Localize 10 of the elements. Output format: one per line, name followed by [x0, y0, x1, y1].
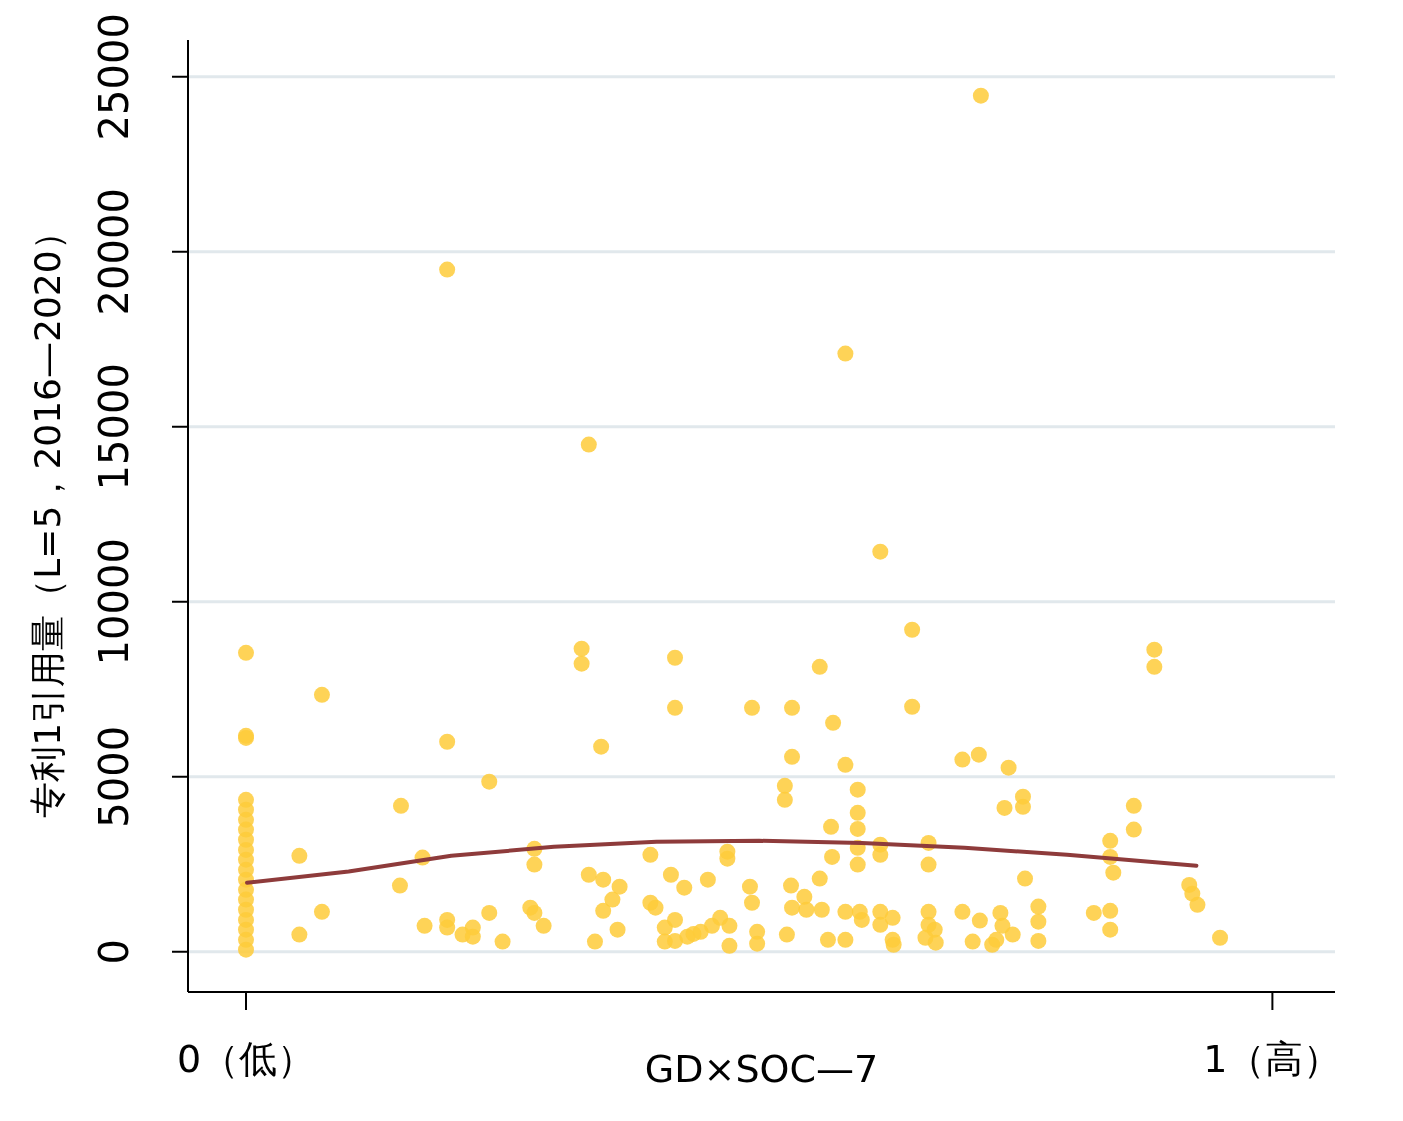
y-axis-title: 专利1引用量（L=5，2016—2020） — [27, 214, 68, 818]
x-axis-title: GD×SOC—7 — [644, 1047, 879, 1091]
y-tick-label: 0 — [91, 939, 137, 965]
y-tick-label: 25000 — [91, 13, 137, 141]
y-tick-label: 20000 — [91, 188, 137, 316]
x-tick-label: 0（低） — [176, 1037, 316, 1081]
y-tick-label: 10000 — [91, 538, 137, 666]
x-tick-label: 1（高） — [1203, 1037, 1342, 1081]
y-tick-label: 15000 — [91, 363, 137, 491]
y-tick-label: 5000 — [91, 725, 137, 828]
